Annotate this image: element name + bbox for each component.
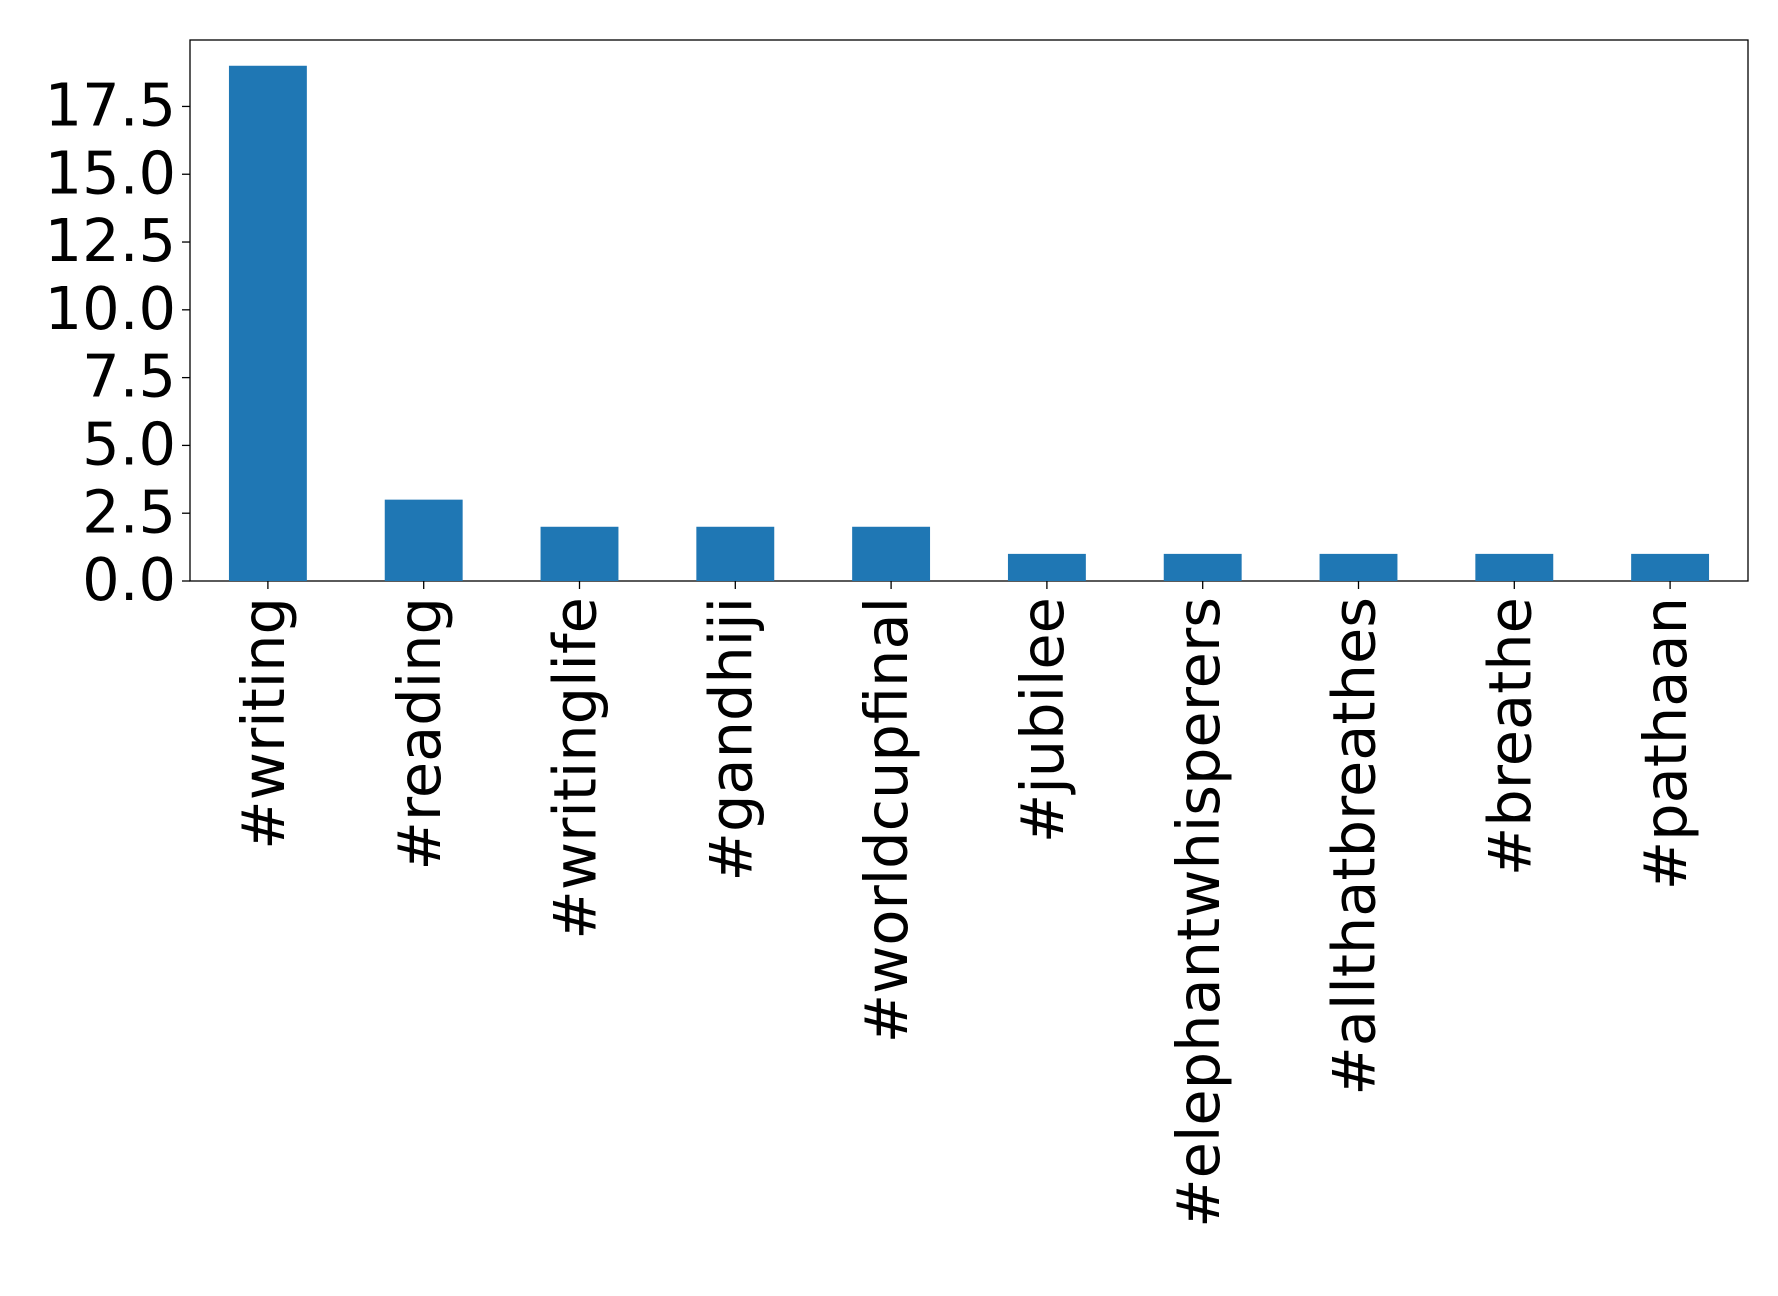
x-tick-label: #writing [229,597,298,850]
bar [384,499,463,581]
x-tick-label: #reading [385,597,454,871]
bar [852,526,931,581]
x-tick-label: #breathe [1475,597,1544,876]
x-tick-label: #writinglife [541,597,610,940]
bar [1163,553,1242,581]
bar [1631,553,1710,581]
bar [1007,553,1086,581]
y-tick-label: 0.0 [82,545,176,614]
x-tick-label: #gandhiji [696,597,765,881]
bar [1319,553,1398,581]
x-tick-label: #elephantwhisperers [1164,597,1233,1228]
x-tick-label: #worldcupfinal [852,597,921,1043]
y-tick-label: 2.5 [82,477,176,546]
y-tick-label: 7.5 [82,342,176,411]
y-tick-label: 17.5 [45,71,176,140]
x-tick-label: #jubilee [1008,597,1077,843]
plot-frame [189,39,1749,582]
bar [696,526,775,581]
y-tick-label: 12.5 [45,206,176,275]
bar [540,526,619,581]
bar [228,65,307,581]
x-tick-label: #allthatbreathes [1320,597,1389,1096]
y-tick-label: 10.0 [45,274,176,343]
x-tick-label: #pathaan [1631,597,1700,890]
bar [1475,553,1554,581]
y-tick-label: 5.0 [82,410,176,479]
y-tick-label: 15.0 [45,138,176,207]
